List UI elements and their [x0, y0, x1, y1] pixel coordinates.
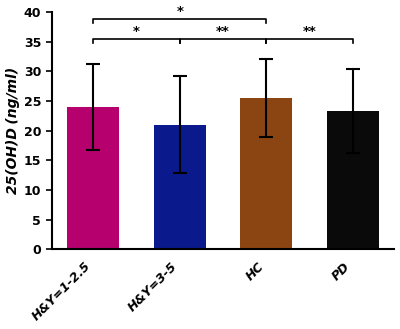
Text: *: * — [176, 5, 183, 18]
Bar — [67, 107, 119, 249]
Y-axis label: 25(OH)D (ng/ml): 25(OH)D (ng/ml) — [6, 67, 20, 194]
Text: *: * — [133, 25, 140, 38]
Bar — [240, 98, 292, 249]
Bar — [154, 125, 206, 249]
Bar — [327, 111, 379, 249]
Text: **: ** — [303, 25, 316, 38]
Text: **: ** — [216, 25, 230, 38]
